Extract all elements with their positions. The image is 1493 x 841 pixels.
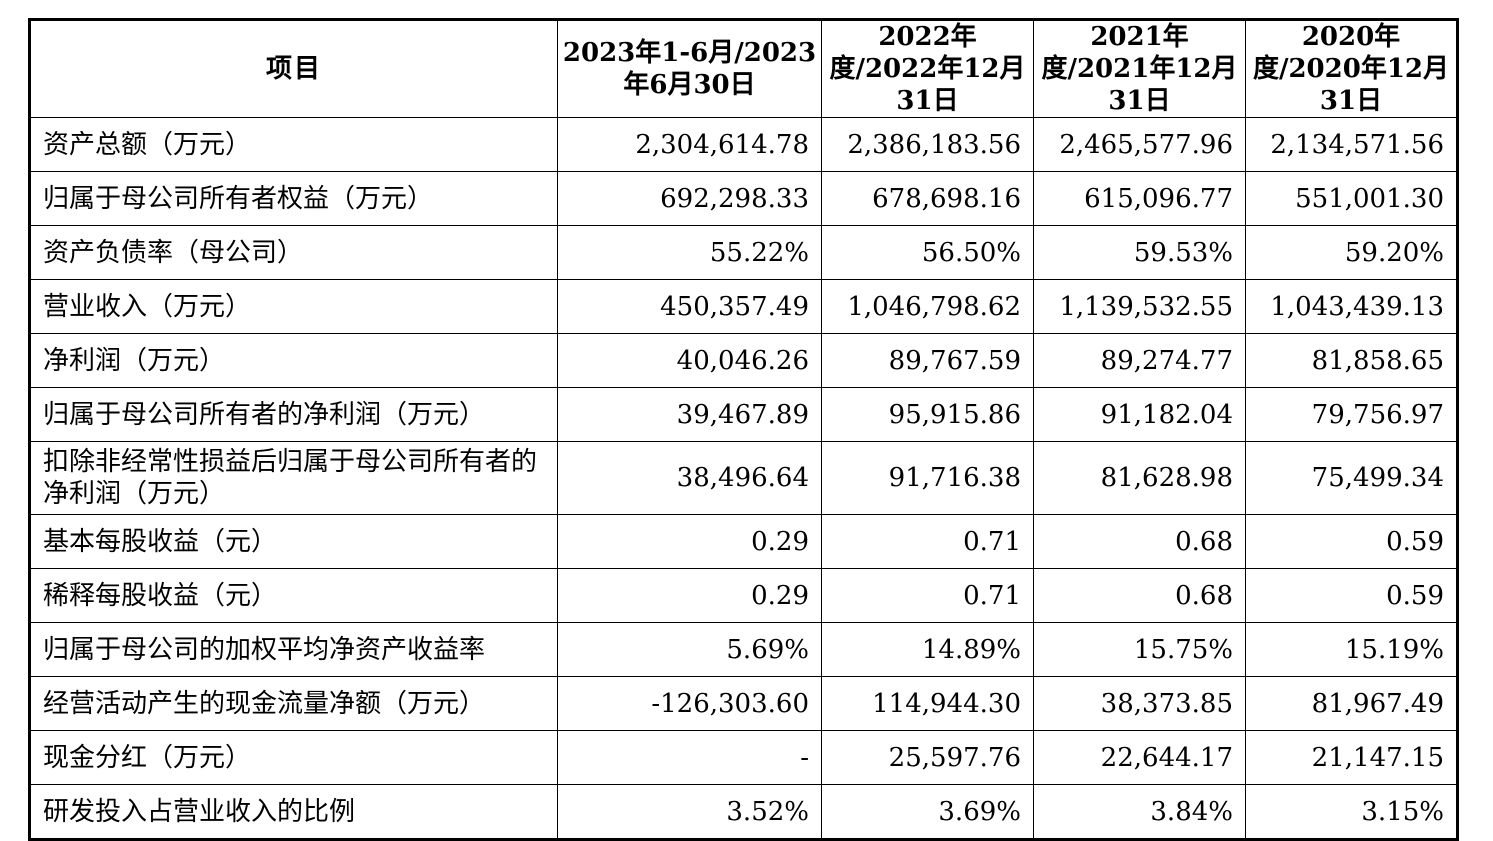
cell-value: 14.89% [821,622,1034,677]
cell-value: - [557,730,822,785]
table-row: 研发投入占营业收入的比例 3.52% 3.69% 3.84% 3.15% [29,784,1458,840]
column-header-2021: 2021年度/2021年12月31日 [1033,19,1246,118]
cell-value: 0.59 [1245,514,1458,569]
cell-value: 0.29 [557,514,822,569]
cell-value: 0.68 [1033,568,1246,623]
row-label: 经营活动产生的现金流量净额（万元） [29,676,558,731]
table-row: 资产负债率（母公司） 55.22% 56.50% 59.53% 59.20% [29,225,1458,280]
cell-value: 95,915.86 [821,387,1034,442]
row-label: 归属于母公司所有者的净利润（万元） [29,387,558,442]
cell-value: 3.84% [1033,784,1246,840]
cell-value: 59.53% [1033,225,1246,280]
table-row: 经营活动产生的现金流量净额（万元） -126,303.60 114,944.30… [29,676,1458,731]
table-row: 资产总额（万元） 2,304,614.78 2,386,183.56 2,465… [29,117,1458,172]
cell-value: 81,858.65 [1245,333,1458,388]
table-row: 营业收入（万元） 450,357.49 1,046,798.62 1,139,5… [29,279,1458,334]
row-label: 资产总额（万元） [29,117,558,172]
cell-value: 551,001.30 [1245,171,1458,226]
row-label: 营业收入（万元） [29,279,558,334]
cell-value: 40,046.26 [557,333,822,388]
column-header-item: 项目 [29,19,558,118]
table-row: 现金分红（万元） - 25,597.76 22,644.17 21,147.15 [29,730,1458,785]
cell-value: 450,357.49 [557,279,822,334]
cell-value: 1,046,798.62 [821,279,1034,334]
cell-value: 39,467.89 [557,387,822,442]
cell-value: 15.19% [1245,622,1458,677]
table-row: 净利润（万元） 40,046.26 89,767.59 89,274.77 81… [29,333,1458,388]
cell-value: 5.69% [557,622,822,677]
cell-value: 81,967.49 [1245,676,1458,731]
cell-value: 79,756.97 [1245,387,1458,442]
cell-value: 0.71 [821,568,1034,623]
cell-value: 1,139,532.55 [1033,279,1246,334]
cell-value: 75,499.34 [1245,441,1458,515]
cell-value: 21,147.15 [1245,730,1458,785]
table-row: 归属于母公司所有者的净利润（万元） 39,467.89 95,915.86 91… [29,387,1458,442]
row-label: 稀释每股收益（元） [29,568,558,623]
table-row: 稀释每股收益（元） 0.29 0.71 0.68 0.59 [29,568,1458,623]
cell-value: 59.20% [1245,225,1458,280]
cell-value: 91,182.04 [1033,387,1246,442]
cell-value: 91,716.38 [821,441,1034,515]
row-label: 扣除非经常性损益后归属于母公司所有者的净利润（万元） [29,441,558,515]
row-label: 资产负债率（母公司） [29,225,558,280]
cell-value: 56.50% [821,225,1034,280]
cell-value: 25,597.76 [821,730,1034,785]
table-row: 基本每股收益（元） 0.29 0.71 0.68 0.59 [29,514,1458,569]
financial-summary-sheet: 项目 2023年1-6月/2023年6月30日 2022年度/2022年12月3… [28,18,1459,841]
cell-value: 38,373.85 [1033,676,1246,731]
cell-value: 0.68 [1033,514,1246,569]
cell-value: 2,134,571.56 [1245,117,1458,172]
table-header-row: 项目 2023年1-6月/2023年6月30日 2022年度/2022年12月3… [29,19,1458,118]
cell-value: 3.69% [821,784,1034,840]
cell-value: 89,274.77 [1033,333,1246,388]
table-row: 归属于母公司所有者权益（万元） 692,298.33 678,698.16 61… [29,171,1458,226]
cell-value: 0.29 [557,568,822,623]
row-label: 现金分红（万元） [29,730,558,785]
cell-value: -126,303.60 [557,676,822,731]
cell-value: 1,043,439.13 [1245,279,1458,334]
column-header-2023h1: 2023年1-6月/2023年6月30日 [557,19,822,118]
cell-value: 38,496.64 [557,441,822,515]
cell-value: 22,644.17 [1033,730,1246,785]
cell-value: 0.59 [1245,568,1458,623]
cell-value: 89,767.59 [821,333,1034,388]
row-label: 归属于母公司的加权平均净资产收益率 [29,622,558,677]
column-header-2022: 2022年度/2022年12月31日 [821,19,1034,118]
cell-value: 114,944.30 [821,676,1034,731]
table-row: 归属于母公司的加权平均净资产收益率 5.69% 14.89% 15.75% 15… [29,622,1458,677]
cell-value: 2,386,183.56 [821,117,1034,172]
cell-value: 2,304,614.78 [557,117,822,172]
cell-value: 0.71 [821,514,1034,569]
cell-value: 615,096.77 [1033,171,1246,226]
cell-value: 81,628.98 [1033,441,1246,515]
table-row: 扣除非经常性损益后归属于母公司所有者的净利润（万元） 38,496.64 91,… [29,441,1458,515]
column-header-2020: 2020年度/2020年12月31日 [1245,19,1458,118]
row-label: 归属于母公司所有者权益（万元） [29,171,558,226]
cell-value: 692,298.33 [557,171,822,226]
cell-value: 678,698.16 [821,171,1034,226]
cell-value: 3.15% [1245,784,1458,840]
cell-value: 3.52% [557,784,822,840]
financial-summary-table: 项目 2023年1-6月/2023年6月30日 2022年度/2022年12月3… [28,18,1459,841]
cell-value: 2,465,577.96 [1033,117,1246,172]
cell-value: 15.75% [1033,622,1246,677]
row-label: 净利润（万元） [29,333,558,388]
row-label: 基本每股收益（元） [29,514,558,569]
row-label: 研发投入占营业收入的比例 [29,784,558,840]
cell-value: 55.22% [557,225,822,280]
